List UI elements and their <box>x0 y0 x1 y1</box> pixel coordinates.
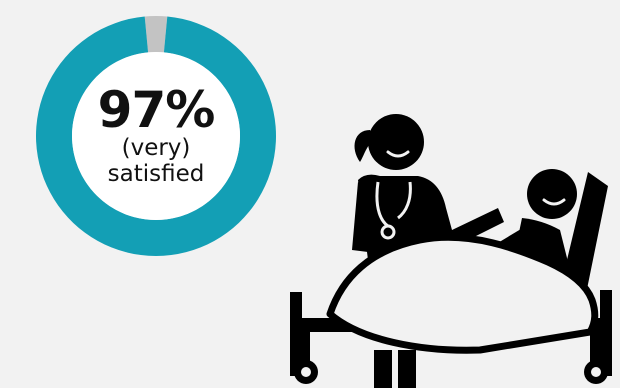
nurse-leg-left <box>374 350 392 388</box>
blanket <box>326 233 599 354</box>
bed-post-left <box>290 292 302 376</box>
nurse-leg-right <box>398 350 416 388</box>
nurse-smile <box>386 150 410 158</box>
donut-hole <box>72 52 240 220</box>
satisfaction-donut-chart <box>36 16 276 256</box>
nurse-ponytail <box>354 130 374 162</box>
satisfaction-label-line1: (very) <box>121 134 191 161</box>
bed-wheel-hub-left <box>301 367 311 377</box>
donut-slice-other <box>144 16 168 53</box>
bed-post-right <box>600 290 612 376</box>
nurse-with-patient-in-hospital-bed-icon <box>290 114 612 388</box>
patient-smile <box>542 198 566 206</box>
stethoscope-chestpiece <box>380 224 396 240</box>
nurse-arm <box>352 182 374 252</box>
bed-leg-left <box>300 332 310 364</box>
bed-leg-right <box>590 332 600 364</box>
satisfaction-label-line2: satisfied <box>107 161 205 187</box>
patient-head <box>527 169 577 219</box>
donut-slice-very-satisfied <box>36 16 276 256</box>
nurse-head <box>368 114 424 170</box>
bed-wheel-hub-right <box>591 367 601 377</box>
donut-center-label: 97% (very) satisfied <box>36 16 276 256</box>
satisfaction-percentage: 97% <box>97 80 216 139</box>
